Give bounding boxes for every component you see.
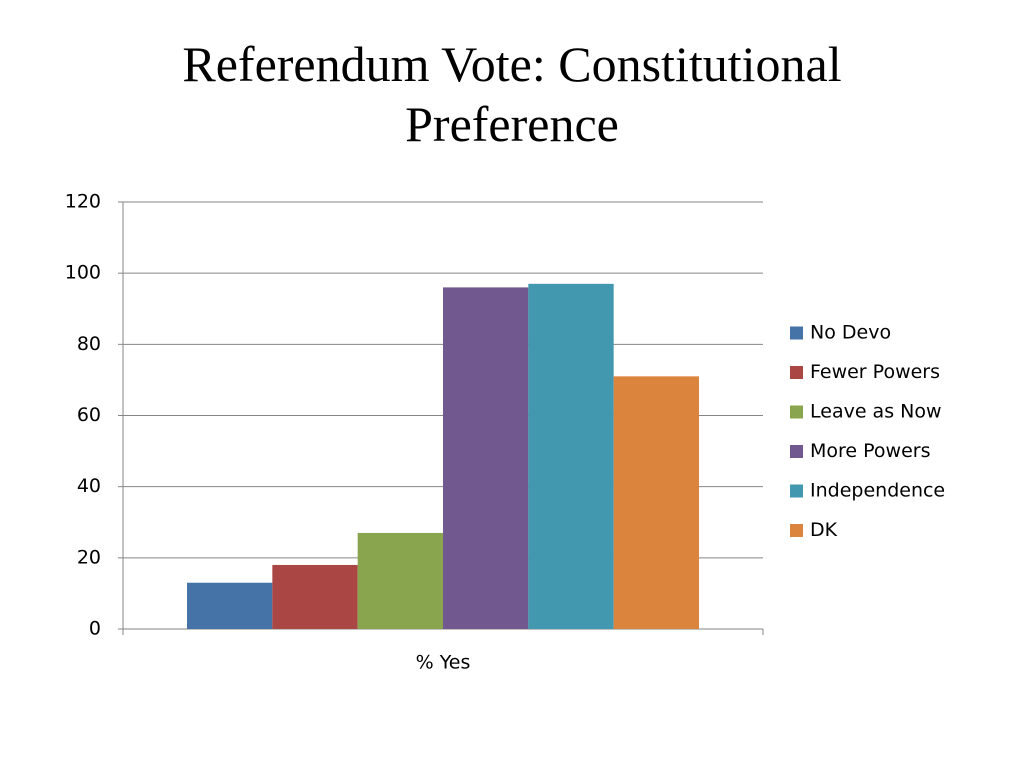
y-tick-label: 0 [89, 618, 101, 640]
bar [357, 532, 443, 629]
y-tick-label: 40 [77, 475, 101, 497]
y-tick-label: 100 [65, 262, 101, 284]
legend-swatch [790, 405, 803, 419]
legend-label: DK [810, 519, 838, 541]
legend-label: No Devo [810, 322, 891, 344]
bar [613, 376, 699, 629]
y-tick-label: 120 [65, 191, 101, 213]
legend-label: Independence [810, 480, 945, 502]
legend-swatch [790, 326, 803, 340]
legend-label: More Powers [810, 440, 931, 462]
bar [528, 283, 614, 629]
x-tick-label: % Yes [416, 652, 471, 674]
y-tick-label: 80 [77, 333, 101, 355]
y-tick-label: 20 [77, 546, 101, 568]
bar [443, 287, 529, 629]
chart-title: Referendum Vote: Constitutional Preferen… [182, 36, 842, 152]
legend-swatch [790, 484, 803, 498]
y-tick-label: 60 [77, 404, 101, 426]
legend-swatch [790, 445, 803, 458]
legend-swatch [790, 524, 803, 537]
legend-label: Fewer Powers [810, 361, 940, 383]
bar [187, 582, 273, 629]
legend-swatch [790, 366, 803, 379]
bar [272, 564, 358, 629]
legend-label: Leave as Now [810, 401, 942, 423]
